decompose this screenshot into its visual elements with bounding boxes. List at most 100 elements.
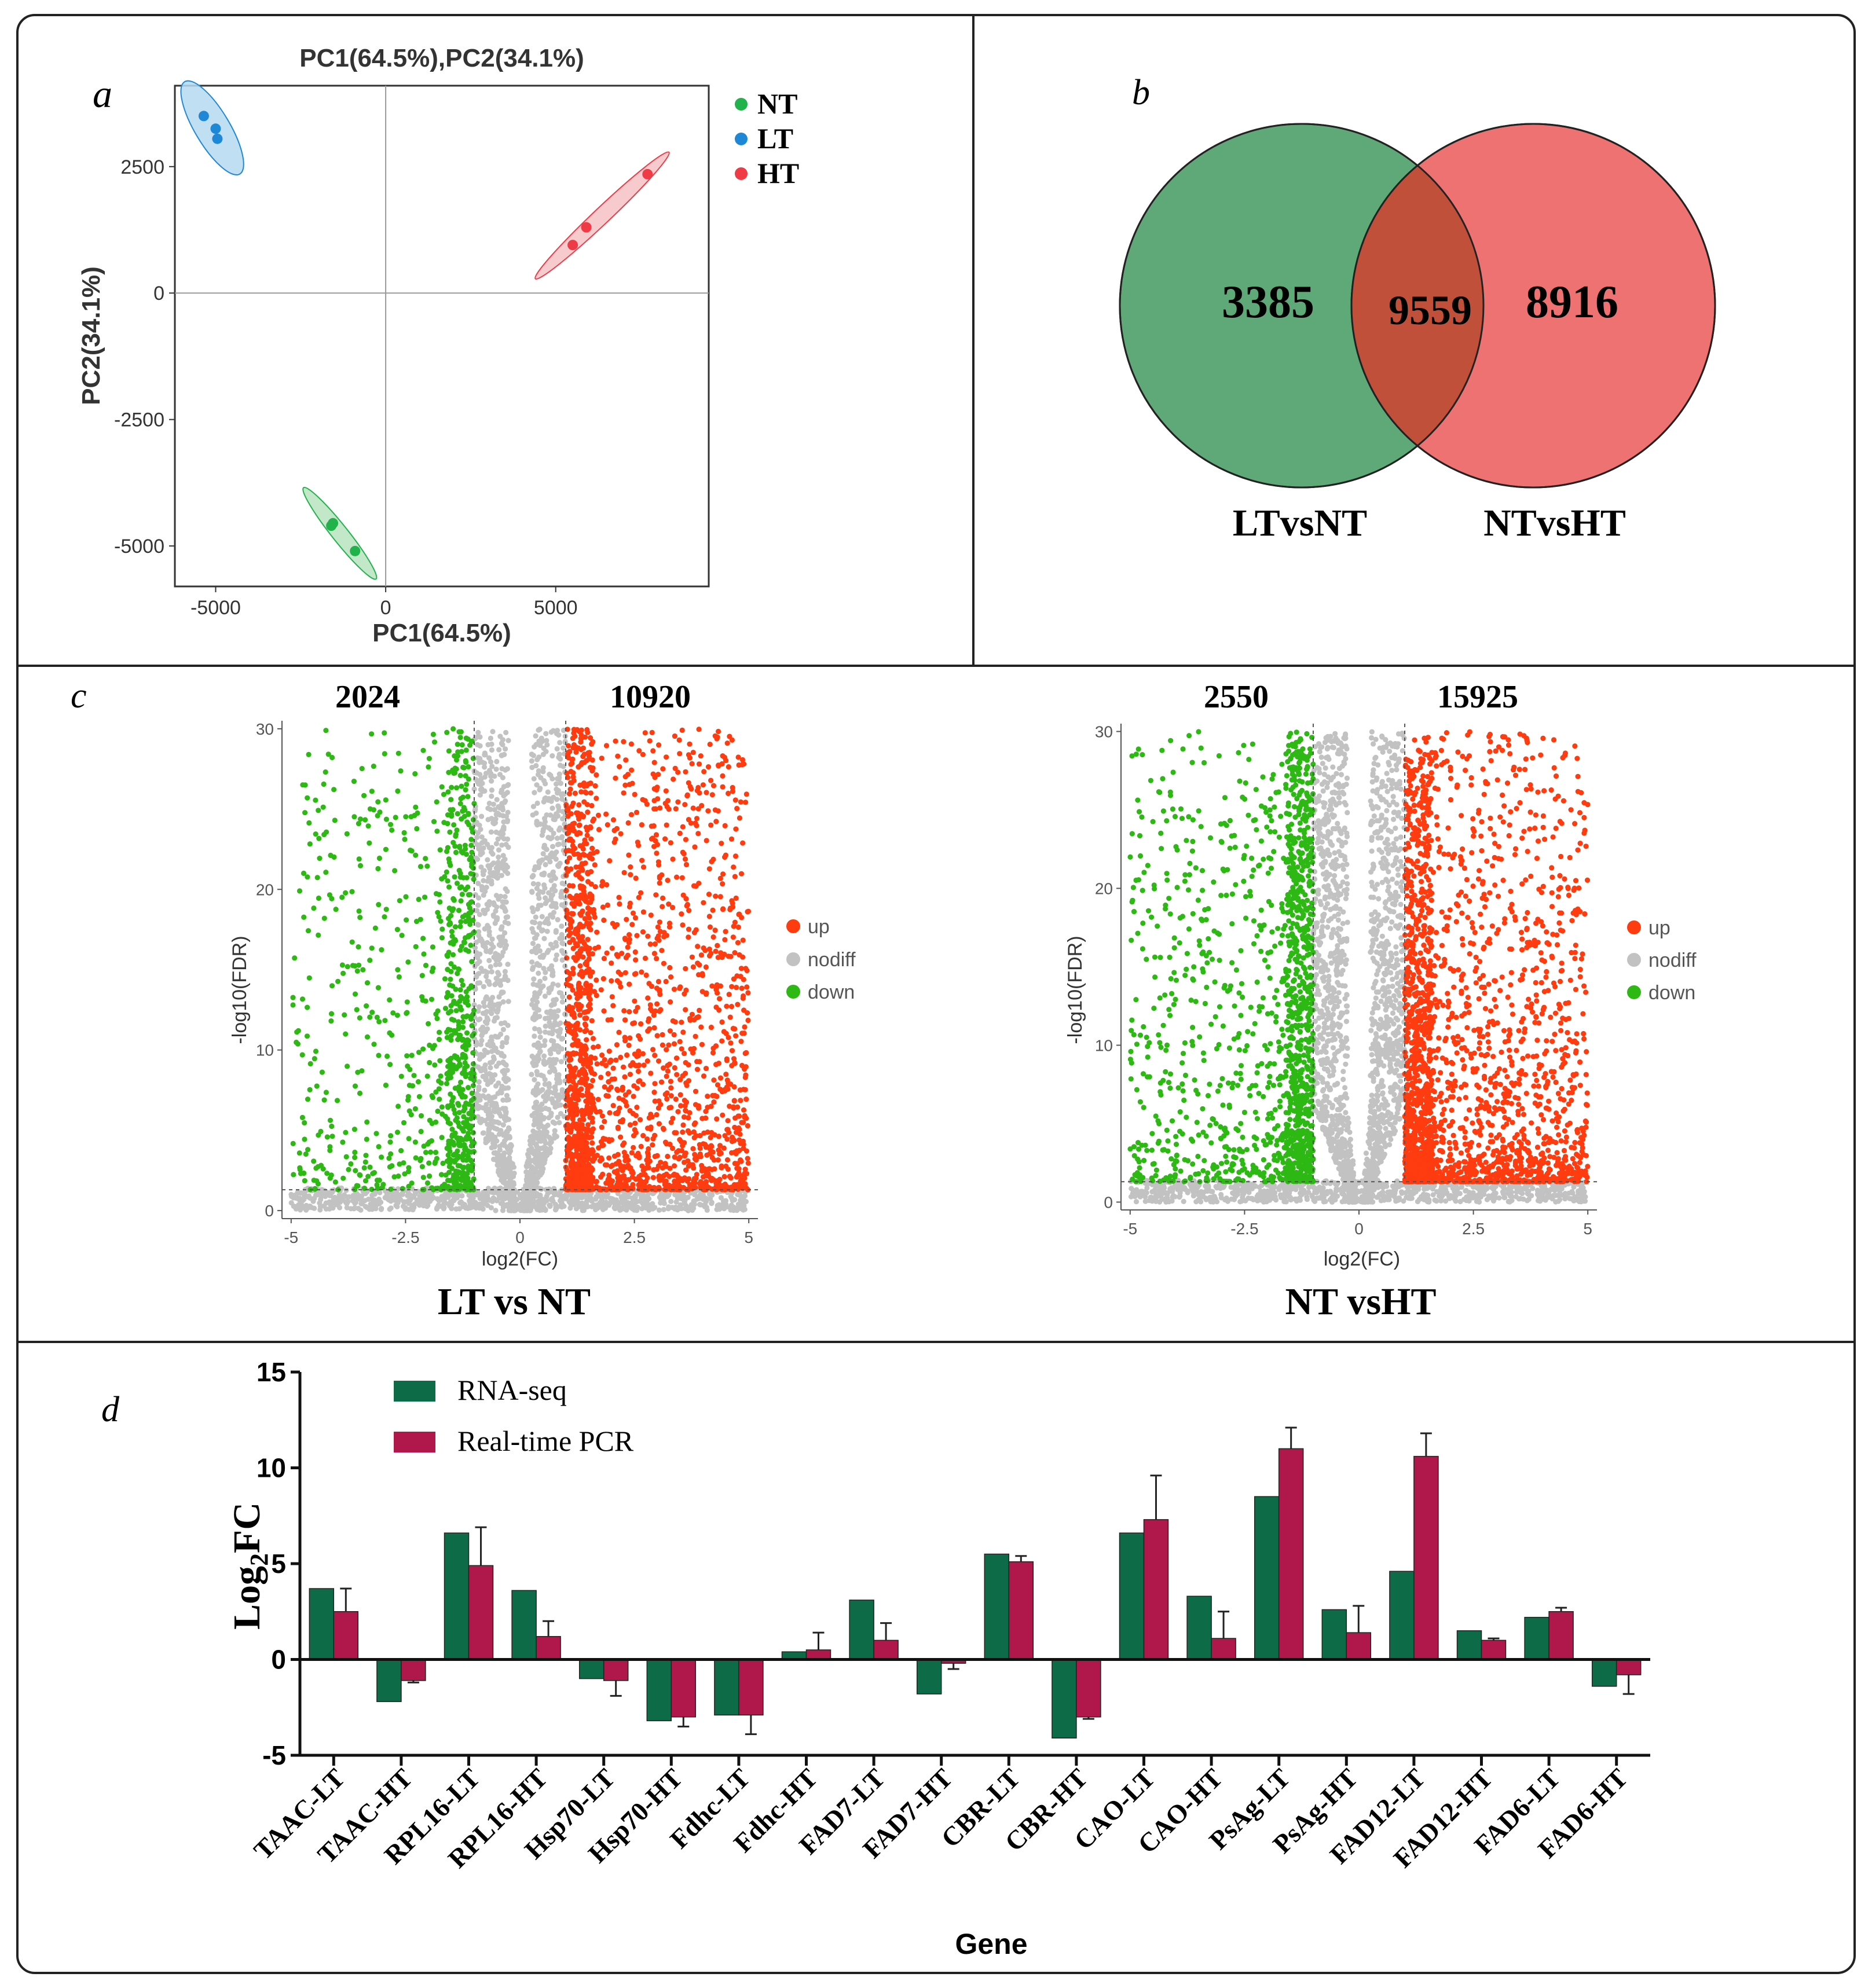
volcano-up-point	[684, 1083, 690, 1088]
volcano-nodiff-point	[417, 1194, 423, 1200]
volcano-up-point	[713, 893, 719, 899]
volcano-up-point	[684, 903, 690, 909]
volcano-up-point	[621, 870, 627, 875]
volcano-nodiff-point	[503, 862, 509, 868]
volcano-up-point	[665, 1068, 671, 1074]
volcano-down-point	[442, 1006, 449, 1011]
volcano-up-point	[666, 924, 673, 930]
volcano-nodiff-point	[549, 1096, 555, 1102]
volcano-nodiff-point	[502, 969, 508, 974]
volcano-nodiff-point	[542, 1038, 548, 1044]
volcano-up-point	[651, 951, 657, 956]
volcano-up-point	[646, 981, 652, 986]
volcano-up-point	[703, 1066, 709, 1072]
volcano-nodiff-point	[536, 1154, 541, 1160]
volcano-up-point	[589, 1119, 595, 1125]
volcano-nodiff-point	[475, 729, 481, 735]
volcano-nodiff-point	[486, 981, 492, 987]
volcano-up-point	[667, 1142, 673, 1147]
volcano-nodiff-point	[477, 1016, 483, 1022]
volcano-down-point	[424, 1180, 431, 1186]
pca-x-tick-label: 5000	[534, 597, 578, 619]
volcano-nodiff-point	[541, 842, 548, 848]
volcano-up-point	[732, 797, 738, 803]
volcano-nodiff-point	[467, 1200, 473, 1205]
volcano-up-point	[621, 1140, 627, 1146]
volcano-nodiff-point	[550, 914, 556, 920]
volcano-nodiff-point	[529, 874, 535, 880]
volcano-up-point	[614, 1042, 620, 1048]
volcano-up-point	[652, 941, 658, 947]
volcano-up-point	[666, 1105, 672, 1111]
volcano-up-point	[705, 1094, 710, 1099]
panel-b: b 3385 9559 8916 LTvsNT NTvsHT	[1119, 73, 1716, 544]
volcano-nodiff-point	[303, 1202, 309, 1208]
volcano-up-point	[673, 1130, 679, 1136]
volcano-up-point	[599, 1113, 605, 1119]
volcano-nodiff-point	[529, 1002, 535, 1007]
volcano-up-point	[622, 1035, 628, 1040]
pca-legend-nt-swatch	[735, 98, 748, 111]
volcano-down-point	[383, 846, 389, 852]
volcano-up-point	[649, 729, 655, 735]
volcano-up-point	[618, 1054, 624, 1061]
volcano-nodiff-point	[530, 964, 536, 970]
volcano-up-point	[594, 977, 599, 983]
volcano-up-point	[598, 987, 604, 993]
volcano-up-point	[567, 916, 573, 922]
volcano-nodiff-point	[493, 1046, 499, 1051]
volcano-up-point	[640, 1133, 646, 1139]
volcano-up-point	[632, 1127, 638, 1133]
volcano-up-point	[699, 1162, 705, 1168]
volcano-nodiff-point	[493, 908, 499, 914]
volcano-nodiff-point	[530, 881, 536, 887]
volcano-up-point	[667, 1165, 673, 1171]
volcano-up-point	[680, 1129, 686, 1135]
volcano-nodiff-point	[559, 999, 566, 1005]
volcano-up-point	[703, 1109, 709, 1114]
volcano-up-point	[632, 791, 638, 797]
volcano-nodiff-point	[537, 1035, 543, 1040]
volcano-up-point	[724, 1127, 730, 1132]
volcano-up-point	[665, 1153, 671, 1160]
volcano-up-point	[621, 1064, 627, 1070]
volcano-up-point	[587, 1114, 593, 1120]
volcano-nodiff-point	[476, 1084, 482, 1090]
volcano-nodiff-point	[549, 892, 555, 898]
volcano-nodiff-point	[718, 1195, 724, 1201]
volcano-up-point	[739, 1120, 745, 1125]
volcano-nodiff-point	[505, 999, 511, 1004]
volcano-nodiff-point	[593, 1206, 599, 1213]
volcano-nodiff-point	[534, 819, 540, 824]
volcano-nodiff-point	[503, 899, 509, 905]
volcano-up-point	[590, 1036, 596, 1041]
volcano-up-point	[601, 1008, 607, 1014]
volcano-up-point	[730, 1026, 736, 1032]
volcano-up-point	[709, 1154, 715, 1161]
volcano-nodiff-point	[525, 1171, 531, 1176]
volcano-up-point	[574, 1133, 580, 1139]
volcano-up-point	[642, 955, 649, 961]
volcano-up-point	[717, 1075, 724, 1081]
volcano-up-point	[671, 1171, 677, 1177]
volcano-nodiff-point	[494, 1162, 500, 1168]
volcano-up-point	[699, 973, 705, 978]
volcano-nodiff-point	[362, 1204, 368, 1209]
volcano-nodiff-point	[556, 751, 562, 757]
volcano-up-point	[704, 790, 709, 795]
pca-point-lt	[198, 111, 209, 122]
volcano-nodiff-point	[485, 1026, 490, 1032]
volcano-up-point	[601, 956, 607, 962]
volcano-nodiff-point	[502, 1106, 508, 1112]
volcano-up-point	[664, 933, 669, 938]
volcano-nodiff-point	[485, 996, 490, 1002]
volcano-nodiff-point	[459, 1193, 465, 1199]
volcano-up-point	[673, 1096, 679, 1102]
volcano-up-point	[710, 783, 717, 788]
volcano-up-point	[639, 969, 644, 975]
volcano-nodiff-point	[477, 912, 483, 918]
volcano-up-point	[671, 1041, 677, 1047]
volcano-up-point	[570, 1010, 576, 1015]
volcano-nodiff-point	[493, 952, 499, 958]
volcano-nodiff-point	[717, 1206, 723, 1212]
